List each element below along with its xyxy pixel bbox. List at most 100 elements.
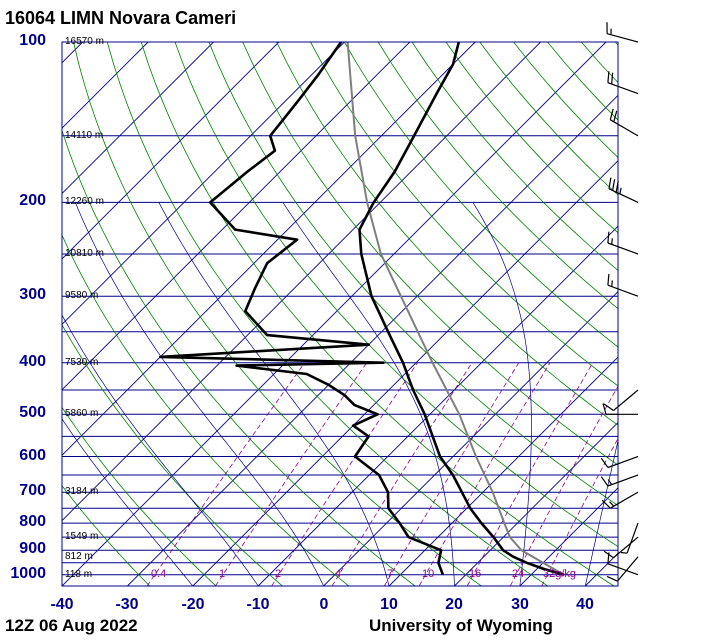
wind-barb-staff — [613, 389, 639, 411]
wind-barb — [607, 231, 639, 255]
mixing-ratio-line — [383, 362, 520, 586]
wind-barb-feather — [613, 110, 618, 122]
dry-adiabat-line — [683, 42, 705, 586]
dry-adiabat-line — [208, 42, 618, 507]
wind-barb-feather — [609, 108, 614, 120]
dry-adiabat-line — [411, 42, 618, 272]
dry-adiabat-line — [62, 324, 283, 586]
wind-barb — [603, 389, 639, 411]
wind-barb-half-feather — [611, 238, 613, 245]
isotherm-line — [62, 42, 476, 456]
wind-barb-feather — [607, 231, 610, 244]
wind-barb-feather — [611, 72, 614, 85]
height-label: 10810 m — [65, 248, 104, 259]
height-label: 16570 m — [65, 36, 104, 47]
pressure-tick-label: 800 — [19, 513, 46, 530]
moist-adiabat-line — [158, 202, 390, 586]
height-label: 9580 m — [65, 290, 99, 301]
mixing-ratio-line — [146, 362, 306, 586]
dry-adiabat-line — [242, 42, 618, 466]
wind-barb-staff — [609, 491, 639, 509]
moist-adiabat-line — [472, 202, 532, 586]
wind-barb-half-feather — [619, 187, 622, 195]
wind-barb — [606, 556, 639, 582]
wind-barb-half-feather — [620, 551, 628, 554]
dry-adiabat-line — [62, 485, 151, 586]
wind-barb — [600, 474, 639, 487]
moist-adiabat-line — [62, 314, 259, 586]
dry-adiabat-line — [445, 42, 618, 234]
pressure-tick-label: 100 — [19, 32, 46, 49]
wind-barb-staff — [607, 242, 639, 255]
height-label: 118 m — [65, 569, 93, 580]
wind-barb-feather — [603, 550, 614, 559]
height-label: 5860 m — [65, 408, 99, 419]
wind-barb-staff — [607, 82, 639, 95]
wind-barb-feather — [600, 457, 609, 468]
dewpoint-profile-line — [159, 42, 445, 576]
data-source: University of Wyoming — [369, 616, 553, 635]
wind-barb — [620, 522, 639, 554]
temperature-profile-line — [358, 42, 565, 576]
pressure-tick-label: 300 — [19, 286, 46, 303]
moist-adiabat-line — [74, 202, 324, 586]
dry-adiabat-line — [73, 42, 482, 586]
wind-barb — [600, 455, 639, 469]
wind-barb-staff — [607, 563, 639, 576]
wind-barb-staff — [616, 556, 639, 582]
mixing-ratio-line — [418, 362, 551, 586]
temperature-tick-label: 0 — [319, 596, 329, 613]
wind-barb-feather — [615, 180, 619, 193]
mixing-ratio-line — [271, 362, 418, 586]
height-label: 12260 m — [65, 196, 104, 207]
wind-barb-feather — [602, 403, 607, 415]
temperature-tick-label: -20 — [181, 596, 205, 613]
isotherm-line — [454, 421, 618, 586]
isotherm-line — [127, 94, 618, 586]
wind-barb — [609, 108, 639, 137]
wind-barb-staff — [608, 188, 639, 203]
wind-barb — [607, 273, 639, 297]
mixing-ratio-line — [331, 362, 473, 586]
chart-title: 16064 LIMN Novara Cameri — [5, 8, 237, 28]
isotherm-line — [651, 42, 705, 586]
isotherm-line — [388, 356, 618, 586]
wind-barb-feather — [606, 575, 618, 582]
height-label: 14110 m — [65, 130, 104, 141]
dry-adiabat-line — [547, 42, 618, 121]
isotherm-line — [62, 42, 149, 129]
dry-adiabat-line — [513, 42, 618, 159]
temperature-tick-label: -40 — [50, 596, 74, 613]
mixing-ratio-line — [509, 385, 618, 586]
height-label: 7530 m — [65, 357, 99, 368]
isotherm-line — [192, 160, 618, 586]
isotherm-line — [519, 487, 618, 586]
dry-adiabat-line — [310, 42, 618, 387]
isotherm-line — [62, 42, 607, 586]
mixing-ratio-line — [215, 362, 368, 586]
dry-adiabat-line — [614, 42, 618, 46]
wind-barb-staff — [607, 455, 639, 469]
wind-barb — [608, 177, 639, 203]
isotherm-line — [62, 42, 84, 64]
dry-adiabat-line — [106, 42, 548, 586]
isotherm-line — [0, 42, 17, 586]
wind-barb-feather — [603, 403, 614, 411]
moist-adiabat-line — [282, 202, 455, 586]
pressure-tick-label: 700 — [19, 482, 46, 499]
height-label: 1549 m — [65, 531, 99, 542]
dry-adiabat-line — [580, 42, 618, 84]
parcel-path-line — [346, 42, 565, 576]
wind-barb-staff — [606, 33, 639, 43]
isotherm-line — [62, 42, 411, 391]
dry-adiabat-line — [377, 42, 618, 310]
temperature-tick-label: 40 — [576, 596, 594, 613]
mixing-ratio-label: 1 — [219, 568, 226, 580]
temperature-tick-label: -30 — [115, 596, 139, 613]
mixing-ratio-label: 24 — [512, 568, 525, 580]
wind-barb-feather — [608, 177, 612, 189]
wind-barb-half-feather — [611, 280, 613, 287]
mixing-ratio-label: 2 — [275, 568, 282, 580]
plot-frame — [61, 41, 619, 587]
dry-adiabat-line — [140, 42, 615, 586]
